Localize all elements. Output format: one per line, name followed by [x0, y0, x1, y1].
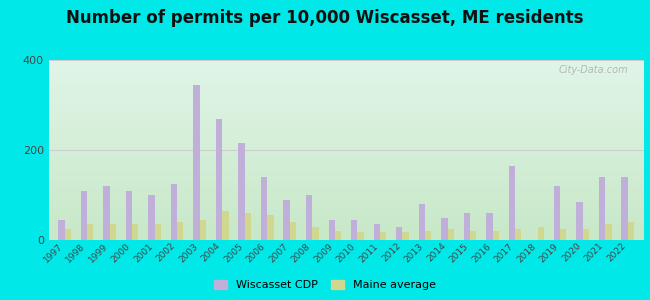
Bar [194, 85, 200, 240]
Bar [351, 220, 358, 240]
Bar [335, 231, 341, 240]
Bar [132, 224, 138, 240]
Bar [126, 190, 132, 240]
Bar [599, 177, 605, 240]
Bar [396, 226, 402, 240]
Bar [283, 200, 290, 240]
Bar [87, 224, 94, 240]
Bar [328, 220, 335, 240]
Bar [58, 220, 64, 240]
Bar [425, 231, 432, 240]
Bar [261, 177, 267, 240]
Bar [441, 218, 447, 240]
Bar [509, 166, 515, 240]
Bar [470, 231, 476, 240]
Bar [605, 224, 612, 240]
Bar [447, 229, 454, 240]
Bar [313, 226, 318, 240]
Bar [267, 215, 274, 240]
Bar [515, 229, 521, 240]
Bar [419, 204, 425, 240]
Text: City-Data.com: City-Data.com [559, 65, 629, 75]
Bar [216, 118, 222, 240]
Bar [239, 143, 245, 240]
Bar [177, 222, 183, 240]
Bar [582, 229, 589, 240]
Bar [380, 232, 386, 240]
Bar [306, 195, 313, 240]
Bar [245, 213, 251, 240]
Bar [222, 211, 229, 240]
Bar [200, 220, 206, 240]
Bar [621, 177, 628, 240]
Bar [628, 222, 634, 240]
Bar [374, 224, 380, 240]
Bar [290, 222, 296, 240]
Bar [560, 229, 566, 240]
Bar [486, 213, 493, 240]
Bar [493, 231, 499, 240]
Bar [81, 190, 87, 240]
Bar [358, 232, 364, 240]
Bar [103, 186, 110, 240]
Bar [402, 232, 409, 240]
Bar [577, 202, 582, 240]
Bar [554, 186, 560, 240]
Bar [64, 229, 71, 240]
Bar [463, 213, 470, 240]
Bar [538, 226, 544, 240]
Legend: Wiscasset CDP, Maine average: Wiscasset CDP, Maine average [209, 275, 441, 294]
Bar [110, 224, 116, 240]
Bar [171, 184, 177, 240]
Text: Number of permits per 10,000 Wiscasset, ME residents: Number of permits per 10,000 Wiscasset, … [66, 9, 584, 27]
Bar [155, 224, 161, 240]
Bar [148, 195, 155, 240]
